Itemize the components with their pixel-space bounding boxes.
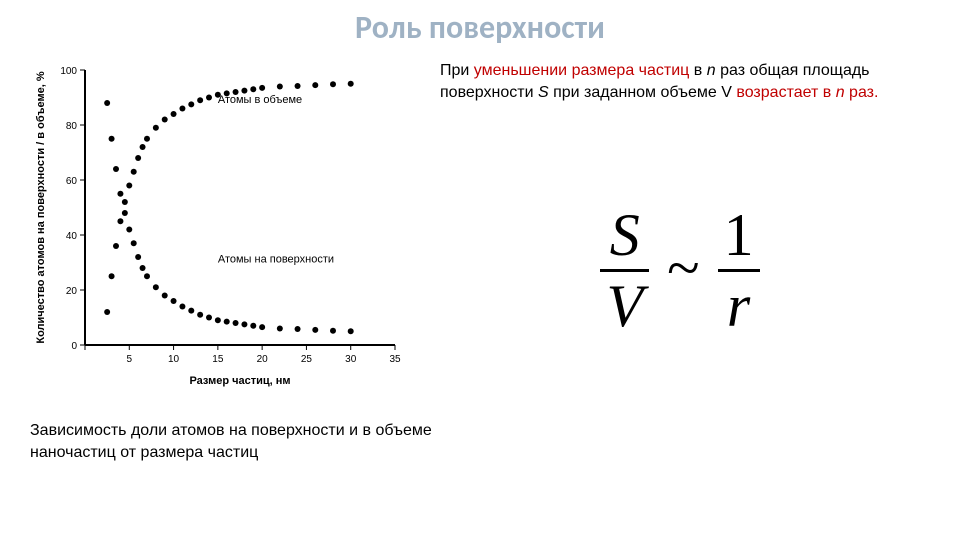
chart-caption: Зависимость доли атомов на поверхности и… bbox=[30, 420, 480, 463]
body-accent-1: уменьшении размера частиц bbox=[474, 62, 690, 79]
svg-text:30: 30 bbox=[345, 354, 357, 365]
formula-tilde: ~ bbox=[667, 234, 699, 303]
svg-text:15: 15 bbox=[212, 354, 224, 365]
scatter-chart: 0 20 40 60 80 100 5 10 15 20 25 30 35 Размер частиц, … bbox=[30, 60, 410, 390]
svg-text:25: 25 bbox=[301, 354, 313, 365]
svg-text:5: 5 bbox=[127, 354, 133, 365]
body-accent-2a: возрастает в bbox=[736, 84, 835, 101]
svg-text:Атомы на поверхности: Атомы на поверхности bbox=[218, 254, 334, 266]
svg-text:20: 20 bbox=[66, 286, 78, 297]
body-accent-2b: раз. bbox=[845, 84, 879, 101]
svg-text:60: 60 bbox=[66, 176, 78, 187]
slide: Роль поверхности 0 20 40 60 80 100 5 10 15 20 25 30… bbox=[0, 0, 960, 540]
fraction-bar-2 bbox=[718, 269, 760, 272]
body-mid3: при заданном объеме V bbox=[549, 84, 737, 101]
formula: S V ~ 1 r bbox=[520, 180, 840, 360]
svg-text:80: 80 bbox=[66, 121, 78, 132]
formula-one: 1 bbox=[718, 205, 760, 265]
svg-text:100: 100 bbox=[60, 66, 77, 77]
formula-V: V bbox=[600, 276, 649, 336]
body-accent-2: возрастает в n раз. bbox=[736, 84, 878, 101]
body-S: S bbox=[538, 84, 549, 101]
svg-text:Количество атомов на поверхнос: Количество атомов на поверхности / в объ… bbox=[35, 71, 47, 343]
formula-S: S bbox=[604, 205, 646, 265]
formula-r: r bbox=[721, 276, 756, 336]
body-mid1: в bbox=[689, 62, 706, 79]
body-n2: n bbox=[836, 84, 845, 101]
body-text: При уменьшении размера частиц в n раз об… bbox=[440, 60, 930, 103]
body-n1: n bbox=[707, 62, 716, 79]
svg-text:0: 0 bbox=[71, 341, 77, 352]
fraction-bar-1 bbox=[600, 269, 649, 272]
svg-text:35: 35 bbox=[389, 354, 401, 365]
svg-text:10: 10 bbox=[168, 354, 180, 365]
svg-text:20: 20 bbox=[257, 354, 269, 365]
svg-text:40: 40 bbox=[66, 231, 78, 242]
chart-container: 0 20 40 60 80 100 5 10 15 20 25 30 35 Размер частиц, … bbox=[30, 60, 410, 390]
fraction-S-over-V: S V bbox=[600, 205, 649, 336]
svg-text:Размер частиц, нм: Размер частиц, нм bbox=[189, 375, 290, 387]
slide-title: Роль поверхности bbox=[0, 8, 960, 47]
svg-text:Атомы в объеме: Атомы в объеме bbox=[218, 94, 302, 106]
fraction-1-over-r: 1 r bbox=[718, 205, 760, 336]
body-prefix: При bbox=[440, 62, 474, 79]
